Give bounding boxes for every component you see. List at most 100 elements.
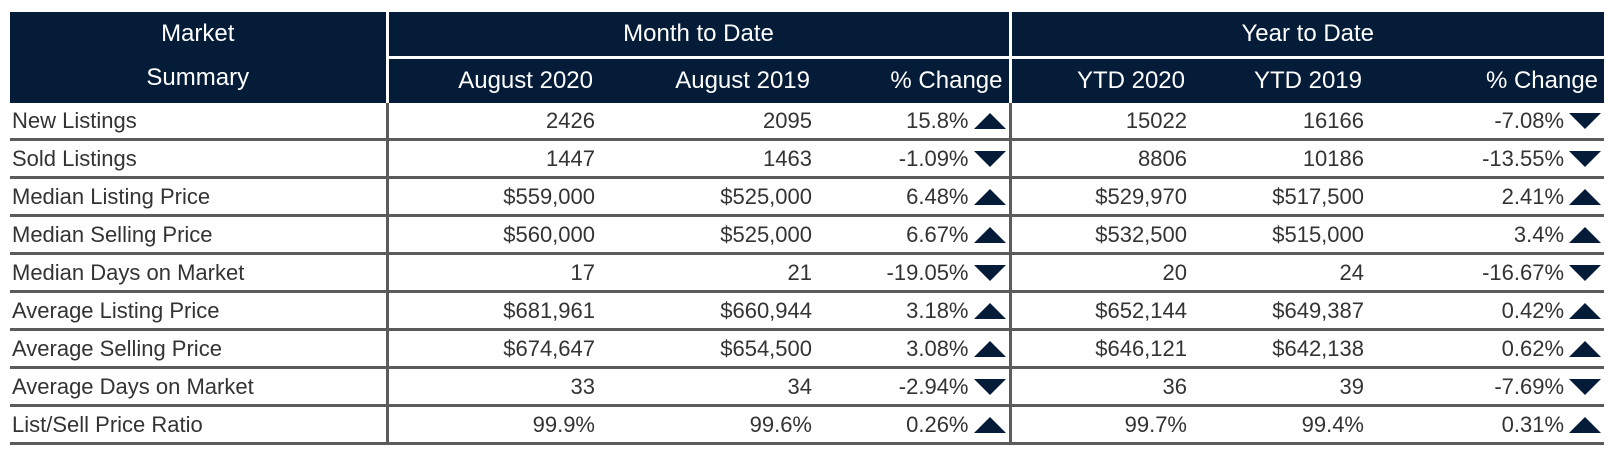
mtd-change-value: -2.94% <box>898 374 969 400</box>
table-row: Sold Listings 1447 1463 -1.09% 8806 10186 -13.… <box>10 139 1605 179</box>
ytd-2019-value: $649,387 <box>1191 291 1368 331</box>
ytd-change-cell: 2.41% <box>1368 177 1605 217</box>
mtd-2019-value: $654,500 <box>599 329 816 369</box>
down-arrow-icon <box>973 264 1007 282</box>
ytd-2019-value: 99.4% <box>1191 405 1368 445</box>
table-row: Median Listing Price $559,000 $525,000 6.48… <box>10 177 1605 217</box>
row-label: Median Listing Price <box>10 177 389 217</box>
row-label: List/Sell Price Ratio <box>10 405 389 445</box>
ytd-2019-value: 10186 <box>1191 139 1368 179</box>
ytd-change-value: -16.67% <box>1482 260 1565 286</box>
column-header-mtd-2020: August 2020 <box>387 57 599 103</box>
mtd-change-value: 15.8% <box>906 108 969 134</box>
up-arrow-icon <box>1568 302 1602 320</box>
ytd-change-value: 2.41% <box>1501 184 1565 210</box>
market-summary-table: Market Summary Month to Date Year to Dat… <box>10 12 1605 445</box>
up-arrow-icon <box>973 112 1007 130</box>
ytd-change-value: -13.55% <box>1482 146 1565 172</box>
down-arrow-icon <box>1568 378 1602 396</box>
mtd-2019-value: 99.6% <box>599 405 816 445</box>
mtd-change-value: 3.08% <box>906 336 969 362</box>
year-to-date-header: Year to Date <box>1010 12 1605 59</box>
column-header-ytd-change: % Change <box>1368 57 1605 103</box>
down-arrow-icon <box>973 378 1007 396</box>
ytd-2020-value: 36 <box>1010 367 1191 407</box>
row-label: New Listings <box>10 103 389 141</box>
ytd-2020-value: $529,970 <box>1010 177 1191 217</box>
mtd-2020-value: 99.9% <box>387 405 599 445</box>
mtd-2020-value: $560,000 <box>387 215 599 255</box>
mtd-change-cell: 6.67% <box>816 215 1012 255</box>
header-row-columns: August 2020 August 2019 % Change YTD 202… <box>10 57 1605 103</box>
ytd-change-value: 0.42% <box>1501 298 1565 324</box>
ytd-2019-value: $517,500 <box>1191 177 1368 217</box>
up-arrow-icon <box>973 416 1007 434</box>
up-arrow-icon <box>1568 226 1602 244</box>
up-arrow-icon <box>1568 340 1602 358</box>
table-row: New Listings 2426 2095 15.8% 15022 16166 -7.08… <box>10 103 1605 141</box>
month-to-date-header: Month to Date <box>387 12 1012 59</box>
mtd-2019-value: 1463 <box>599 139 816 179</box>
mtd-change-cell: 3.18% <box>816 291 1012 331</box>
up-arrow-icon <box>973 188 1007 206</box>
mtd-2020-value: $559,000 <box>387 177 599 217</box>
up-arrow-icon <box>1568 188 1602 206</box>
mtd-change-value: -19.05% <box>886 260 969 286</box>
header-row-groups: Market Summary Month to Date Year to Dat… <box>10 12 1605 103</box>
table-row: Median Selling Price $560,000 $525,000 6.67… <box>10 215 1605 255</box>
ytd-2019-value: $515,000 <box>1191 215 1368 255</box>
ytd-change-value: 0.31% <box>1501 412 1565 438</box>
ytd-change-value: 0.62% <box>1501 336 1565 362</box>
ytd-change-cell: 0.31% <box>1368 405 1605 445</box>
mtd-2020-value: 17 <box>387 253 599 293</box>
ytd-2019-value: 39 <box>1191 367 1368 407</box>
up-arrow-icon <box>973 226 1007 244</box>
market-summary-header: Market Summary <box>10 12 389 103</box>
mtd-change-cell: -19.05% <box>816 253 1012 293</box>
mtd-change-cell: 3.08% <box>816 329 1012 369</box>
table-row: Average Days on Market 33 34 -2.94% 36 39 -7.6… <box>10 367 1605 407</box>
mtd-2019-value: $660,944 <box>599 291 816 331</box>
ytd-change-cell: -13.55% <box>1368 139 1605 179</box>
mtd-change-cell: 15.8% <box>816 103 1012 141</box>
ytd-2020-value: 15022 <box>1010 103 1191 141</box>
row-label: Average Days on Market <box>10 367 389 407</box>
ytd-change-cell: 3.4% <box>1368 215 1605 255</box>
mtd-change-cell: -2.94% <box>816 367 1012 407</box>
mtd-2020-value: 2426 <box>387 103 599 141</box>
row-label: Average Selling Price <box>10 329 389 369</box>
down-arrow-icon <box>1568 150 1602 168</box>
mtd-2019-value: $525,000 <box>599 215 816 255</box>
up-arrow-icon <box>973 302 1007 320</box>
ytd-change-cell: 0.42% <box>1368 291 1605 331</box>
ytd-2019-value: $642,138 <box>1191 329 1368 369</box>
column-header-ytd-2020: YTD 2020 <box>1010 57 1191 103</box>
mtd-2019-value: $525,000 <box>599 177 816 217</box>
mtd-change-value: 0.26% <box>906 412 969 438</box>
column-header-mtd-2019: August 2019 <box>599 57 816 103</box>
market-summary-line-1: Market <box>161 20 235 47</box>
ytd-2019-value: 24 <box>1191 253 1368 293</box>
ytd-change-value: -7.08% <box>1494 108 1565 134</box>
mtd-2020-value: $681,961 <box>387 291 599 331</box>
ytd-change-cell: -16.67% <box>1368 253 1605 293</box>
table-row: List/Sell Price Ratio 99.9% 99.6% 0.26% 99.7… <box>10 405 1605 445</box>
table-row: Median Days on Market 17 21 -19.05% 20 24 -16.… <box>10 253 1605 293</box>
mtd-change-cell: 0.26% <box>816 405 1012 445</box>
ytd-change-cell: -7.69% <box>1368 367 1605 407</box>
mtd-2020-value: $674,647 <box>387 329 599 369</box>
ytd-change-cell: -7.08% <box>1368 103 1605 141</box>
column-header-ytd-2019: YTD 2019 <box>1191 57 1368 103</box>
mtd-change-value: 6.67% <box>906 222 969 248</box>
mtd-2019-value: 34 <box>599 367 816 407</box>
column-header-mtd-change: % Change <box>816 57 1012 103</box>
up-arrow-icon <box>1568 416 1602 434</box>
table-row: Average Listing Price $681,961 $660,944 3.1… <box>10 291 1605 331</box>
mtd-2019-value: 2095 <box>599 103 816 141</box>
row-label: Median Selling Price <box>10 215 389 255</box>
mtd-change-cell: -1.09% <box>816 139 1012 179</box>
mtd-2020-value: 33 <box>387 367 599 407</box>
table-row: Average Selling Price $674,647 $654,500 3.0… <box>10 329 1605 369</box>
table-body: New Listings 2426 2095 15.8% 15022 16166 -7.08… <box>10 103 1605 445</box>
market-summary-line-2: Summary <box>146 64 250 91</box>
